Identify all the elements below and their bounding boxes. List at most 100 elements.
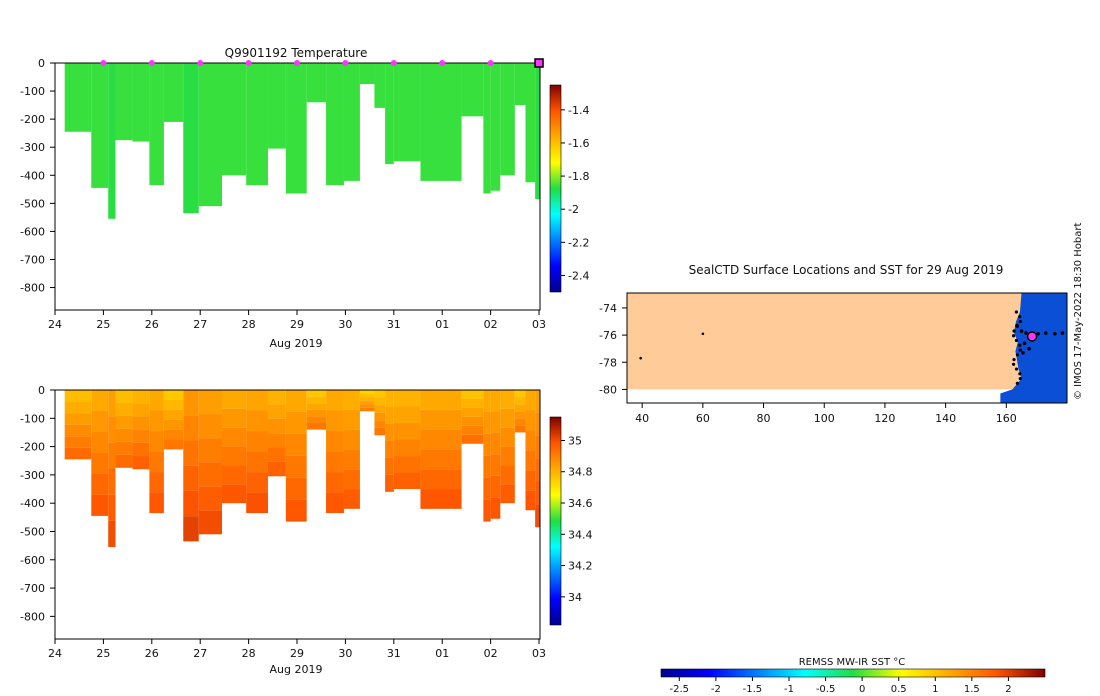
salinity-colorbar-label: 34.6 — [568, 497, 593, 510]
map-track-point — [1019, 329, 1024, 333]
salinity-profile-cell — [149, 410, 164, 432]
sst-colorbar-tick-label: -1 — [784, 684, 794, 695]
temperature-profile-marker — [439, 60, 446, 66]
salinity-profile-cell — [163, 409, 184, 420]
salinity-profile-cell — [198, 438, 222, 463]
salinity-colorbar-label: 34.8 — [568, 466, 593, 479]
salinity-profile-cell — [132, 390, 150, 404]
map-coastline-dot — [1014, 338, 1019, 343]
temperature-colorbar-label: -1.6 — [568, 137, 589, 150]
salinity-profile-cell — [393, 472, 421, 490]
salinity-profile-cell — [163, 399, 184, 410]
map-track-point — [1015, 323, 1019, 328]
salinity-profile-cell — [115, 454, 133, 468]
salinity-profile-cell — [285, 411, 307, 434]
salinity-xtick-label: 29 — [290, 647, 304, 660]
temperature-panel: Q9901192 Temperature 24 25 26 27 28 29 30 31 01 0… — [20, 46, 589, 350]
temperature-profile-marker — [294, 60, 301, 66]
temperature-profile-cell — [149, 63, 164, 186]
sst-colorbar-label: REMSS MW-IR SST °C — [799, 657, 906, 668]
salinity-profile-cell — [163, 419, 184, 430]
salinity-profile-cell — [420, 429, 462, 450]
salinity-profile-cell — [91, 390, 109, 411]
temperature-profile-cell — [91, 63, 109, 188]
temperature-profile-cell — [483, 63, 491, 194]
salinity-profile-cell — [149, 431, 164, 452]
map-frame — [626, 292, 1068, 404]
map-xtick-label: 100 — [814, 412, 835, 425]
salinity-profile-cell — [306, 416, 327, 424]
salinity-profile-cell — [420, 469, 462, 490]
salinity-profile-cell — [115, 441, 133, 455]
map-coastline-dot — [1018, 343, 1022, 347]
map-xtick-label: 60 — [696, 412, 710, 425]
temperature-colorbar-label: -1.8 — [568, 170, 589, 183]
salinity-profile-cell — [385, 474, 394, 492]
salinity-xtick-label: 03 — [532, 647, 546, 660]
temperature-xtick-label: 31 — [387, 318, 401, 331]
temperature-xlabel: Aug 2019 — [270, 337, 323, 350]
salinity-profile-cell — [393, 406, 421, 424]
salinity-xtick-label: 28 — [242, 647, 256, 660]
salinity-profile-cell — [285, 390, 307, 412]
salinity-ytick-label: -200 — [20, 441, 45, 454]
temperature-profile-cell — [525, 63, 536, 183]
map-coastline-dot — [1014, 310, 1018, 314]
map-track-point — [1053, 331, 1057, 336]
salinity-profile-cell — [374, 390, 386, 398]
temperature-profile-cell — [393, 63, 421, 162]
temperature-profile-cell — [359, 63, 375, 85]
salinity-profile-cell — [306, 423, 327, 430]
sst-colorbar-tick-label: 1 — [932, 684, 938, 695]
salinity-profile-cell — [385, 423, 394, 441]
salinity-ytick-label: -300 — [20, 469, 45, 482]
salinity-xtick-label: 27 — [193, 647, 207, 660]
salinity-profile-cell — [483, 433, 491, 456]
salinity-xtick-label: 30 — [338, 647, 352, 660]
temperature-xtick-label: 28 — [242, 318, 256, 331]
temperature-xtick-label: 01 — [435, 318, 449, 331]
salinity-profile-cell — [461, 398, 484, 408]
salinity-profile-cell — [514, 390, 526, 398]
salinity-profile-cell — [525, 490, 536, 511]
salinity-profile-cell — [343, 409, 360, 430]
salinity-profile-cell — [490, 411, 501, 433]
salinity-profile-cell — [483, 477, 491, 500]
salinity-profile-cell — [132, 456, 150, 470]
temperature-profile-marker — [390, 60, 397, 66]
map-coastline-dot — [1015, 353, 1019, 357]
salinity-colorbar-label: 34.4 — [568, 528, 593, 541]
salinity-profile-cell — [514, 397, 526, 405]
salinity-profile-cell — [420, 449, 462, 470]
temperature-ytick-label: -500 — [20, 197, 45, 210]
salinity-profile-cell — [132, 403, 150, 417]
salinity-profile-cell — [535, 504, 540, 528]
temperature-profile-cell — [108, 63, 116, 219]
salinity-ytick-label: -600 — [20, 554, 45, 567]
salinity-profile-cell — [64, 390, 92, 402]
salinity-ytick-label: -700 — [20, 582, 45, 595]
salinity-profile-cell — [359, 390, 375, 394]
salinity-profile-cell — [221, 465, 247, 485]
map-coastline-dot — [1018, 372, 1022, 376]
salinity-profile-cell — [183, 490, 199, 517]
salinity-profile-cell — [149, 472, 164, 493]
salinity-profile-cell — [490, 497, 501, 519]
salinity-profile-cell — [306, 409, 327, 417]
temperature-profile-cell — [514, 63, 526, 106]
salinity-profile-cell — [246, 390, 268, 411]
salinity-profile-cell — [183, 465, 199, 491]
map-title: SealCTD Surface Locations and SST for 29… — [689, 263, 1004, 277]
salinity-profile-cell — [461, 434, 484, 444]
temperature-profile-marker — [245, 60, 252, 66]
temperature-profile-marker — [100, 60, 107, 66]
salinity-profile-cell — [525, 450, 536, 471]
map-panel: SealCTD Surface Locations and SST for 29… — [599, 223, 1084, 425]
salinity-profile-cell — [500, 446, 515, 466]
temperature-profile-cell — [385, 63, 394, 165]
temperature-colorbar-label: -2.2 — [568, 236, 589, 249]
temperature-xtick-label: 03 — [532, 318, 546, 331]
temperature-profile-cell — [183, 63, 199, 214]
temperature-profile-cell — [198, 63, 222, 207]
salinity-profile-cell — [461, 425, 484, 435]
